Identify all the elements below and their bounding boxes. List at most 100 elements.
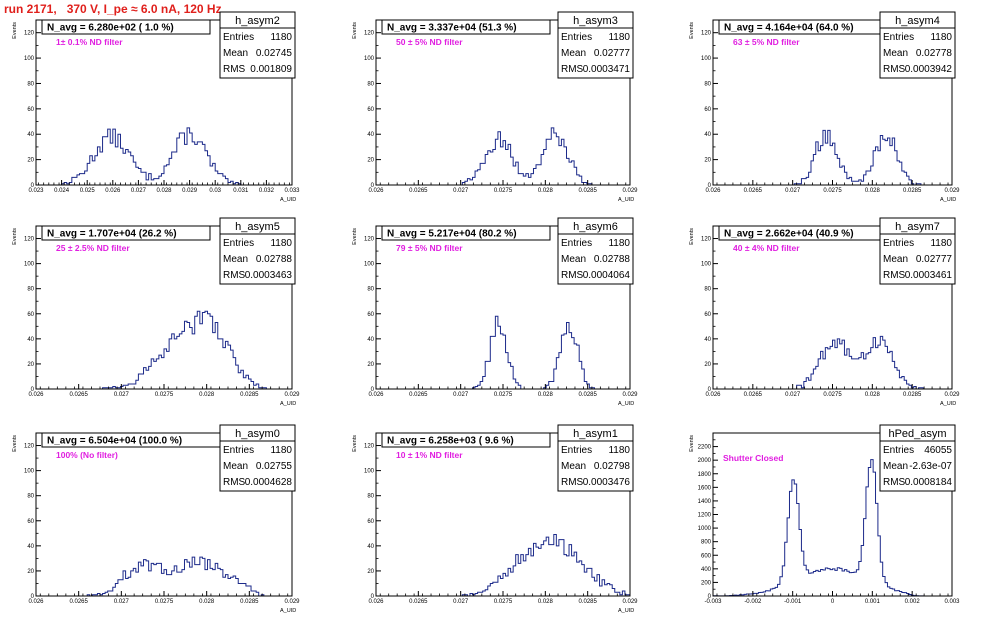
y-tick-label: 100 <box>701 56 712 62</box>
x-tick-label: 0.0265 <box>409 599 428 605</box>
x-tick-label: 0.028 <box>538 599 554 605</box>
histogram-name: h_asym4 <box>895 15 940 27</box>
navg-text: N_avg = 4.164e+04 (64.0 %) <box>724 23 854 34</box>
x-tick-label: 0 <box>831 599 835 605</box>
navg-text: N_avg = 6.280e+02 ( 1.0 %) <box>47 23 174 34</box>
x-axis-title: A_UID <box>618 401 634 407</box>
y-tick-label: 60 <box>367 519 374 525</box>
stats-value: 0.001809 <box>250 64 292 75</box>
y-tick-label: 40 <box>367 132 374 138</box>
filter-note: 10 ± 1% ND filter <box>396 450 463 460</box>
x-tick-label: 0.029 <box>284 599 300 605</box>
histogram-line <box>36 556 292 597</box>
stats-value: 0.02777 <box>916 254 953 265</box>
x-tick-label: 0.028 <box>538 188 554 194</box>
x-tick-label: 0.028 <box>865 188 881 194</box>
stats-label: Mean <box>223 254 248 265</box>
stats-value: 1180 <box>930 32 952 43</box>
stats-value: 1180 <box>608 445 630 456</box>
x-tick-label: 0.026 <box>368 188 384 194</box>
x-axis-title: A_UID <box>280 197 296 203</box>
stats-label: RMS <box>223 270 246 281</box>
stats-box <box>219 217 296 285</box>
y-tick-label: 1600 <box>698 485 712 491</box>
histogram-name: h_asym1 <box>573 428 618 440</box>
histogram-line <box>713 129 952 186</box>
stats-label: Mean <box>223 48 248 59</box>
y-axis-title: Events <box>12 22 18 39</box>
y-tick-label: 20 <box>367 362 374 368</box>
stats-box <box>219 11 296 79</box>
filter-note: 100% (No filter) <box>56 450 118 460</box>
navg-box <box>381 432 551 448</box>
navg-text: N_avg = 5.217e+04 (80.2 %) <box>387 229 517 240</box>
stats-box <box>879 424 956 492</box>
stats-value: 1180 <box>608 32 630 43</box>
x-tick-label: 0.027 <box>131 188 147 194</box>
y-axis-title: Events <box>352 228 358 245</box>
x-axis-title: A_UID <box>280 608 296 614</box>
y-tick-label: 60 <box>704 107 711 113</box>
stats-value: 0.0008184 <box>905 477 953 488</box>
y-tick-label: 80 <box>367 81 374 87</box>
histogram-panel-h_asym0: 0.026 0.0265 0.027 0.0275 0.028 0.0285 0.029 0 2… <box>12 424 300 614</box>
x-tick-label: 0.029 <box>622 188 638 194</box>
x-tick-label: 0.0285 <box>578 599 597 605</box>
stats-value: -2.63e-07 <box>909 461 952 472</box>
x-tick-label: 0.002 <box>905 599 921 605</box>
histogram-line <box>36 310 292 390</box>
histogram-name: hPed_asym <box>888 428 946 440</box>
filter-note: 63 ± 5% ND filter <box>733 37 800 47</box>
y-tick-label: 0 <box>31 387 35 393</box>
stats-value: 1180 <box>608 238 630 249</box>
x-tick-label: 0.026 <box>105 188 121 194</box>
x-tick-label: 0.033 <box>284 188 300 194</box>
y-tick-label: 40 <box>367 544 374 550</box>
stats-label: RMS <box>223 477 246 488</box>
y-tick-label: 0 <box>708 387 712 393</box>
x-tick-label: 0.031 <box>233 188 249 194</box>
y-tick-label: 60 <box>27 312 34 318</box>
stats-box <box>557 11 634 79</box>
filter-note: 25 ± 2.5% ND filter <box>56 243 130 253</box>
y-tick-label: 20 <box>367 158 374 164</box>
stats-value: 0.02778 <box>916 48 953 59</box>
y-tick-label: 60 <box>27 519 34 525</box>
stats-value: 0.0004628 <box>245 477 293 488</box>
y-tick-label: 1000 <box>698 526 712 532</box>
filter-note: 50 ± 5% ND filter <box>396 37 463 47</box>
x-tick-label: 0.027 <box>453 392 469 398</box>
stats-label: RMS <box>883 64 906 75</box>
stats-box <box>219 424 296 492</box>
histogram-panel-h_asym2: 0.023 0.024 0.025 0.026 0.027 0.028 0.029 0.03 0… <box>12 11 300 203</box>
stats-label: Entries <box>223 238 254 249</box>
histogram-line <box>376 534 631 597</box>
x-tick-label: 0.026 <box>28 392 44 398</box>
stats-value: 0.02755 <box>256 461 293 472</box>
y-tick-label: 600 <box>701 553 712 559</box>
navg-text: N_avg = 2.662e+04 (40.9 %) <box>724 229 854 240</box>
y-tick-label: 40 <box>27 132 34 138</box>
x-tick-label: 0.027 <box>453 188 469 194</box>
y-axis-title: Events <box>12 435 18 452</box>
y-tick-label: 100 <box>364 56 375 62</box>
x-tick-label: 0.0265 <box>409 392 428 398</box>
x-tick-label: -0.002 <box>744 599 762 605</box>
y-tick-label: 60 <box>27 107 34 113</box>
stats-value: 1180 <box>930 238 952 249</box>
stats-label: Entries <box>561 445 592 456</box>
histogram-line <box>376 315 630 390</box>
histogram-name: h_asym7 <box>895 221 940 233</box>
x-tick-label: 0.0275 <box>494 188 513 194</box>
stats-label: Entries <box>561 238 592 249</box>
stats-label: RMS <box>561 64 584 75</box>
y-tick-label: 100 <box>701 262 712 268</box>
stats-box <box>557 217 634 285</box>
x-tick-label: 0.0265 <box>744 392 763 398</box>
filter-note: 40 ± 4% ND filter <box>733 243 800 253</box>
stats-value: 0.02745 <box>256 48 293 59</box>
stats-box <box>879 11 956 79</box>
x-tick-label: 0.003 <box>944 599 960 605</box>
x-tick-label: 0.029 <box>284 392 300 398</box>
